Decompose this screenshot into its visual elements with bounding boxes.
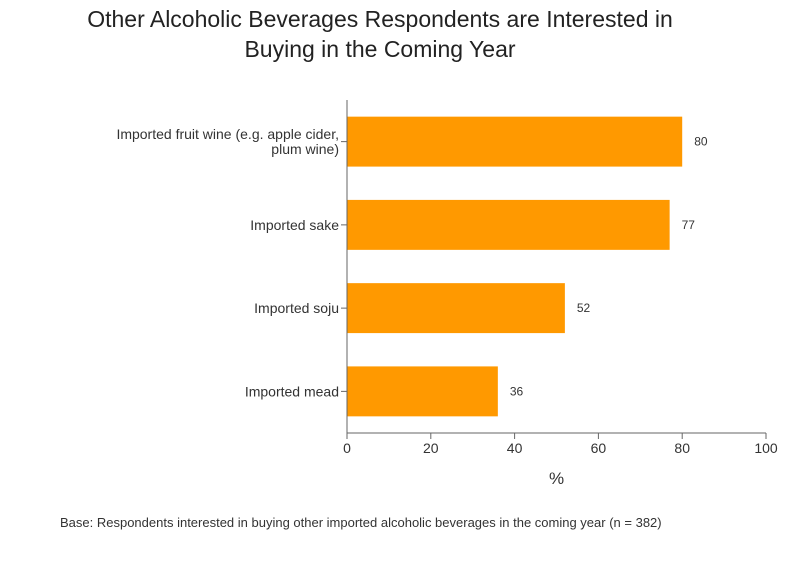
- data-label: 36: [510, 384, 524, 398]
- bar: [347, 116, 683, 167]
- x-tick-label: 100: [754, 440, 778, 456]
- category-label: Imported mead: [245, 383, 339, 399]
- category-label: Imported sake: [250, 217, 339, 233]
- x-tick-label: 60: [591, 440, 607, 456]
- bar: [347, 366, 498, 417]
- bar: [347, 199, 670, 250]
- chart-title-line-1: Other Alcoholic Beverages Respondents ar…: [87, 6, 673, 32]
- category-label: Imported soju: [254, 300, 339, 316]
- data-label: 52: [577, 301, 591, 315]
- category-label: Imported fruit wine (e.g. apple cider,: [116, 126, 339, 142]
- x-tick-label: 80: [674, 440, 690, 456]
- chart-title: Other Alcoholic Beverages Respondents ar…: [0, 4, 760, 64]
- x-tick-label: 40: [507, 440, 523, 456]
- category-label: plum wine): [271, 141, 339, 157]
- data-label: 80: [694, 135, 708, 149]
- bar: [347, 283, 565, 334]
- chart-title-line-2: Buying in the Coming Year: [244, 36, 516, 62]
- data-label: 77: [682, 218, 696, 232]
- x-tick-label: 20: [423, 440, 439, 456]
- x-axis-label: %: [549, 469, 564, 488]
- footnote: Base: Respondents interested in buying o…: [60, 515, 662, 530]
- x-tick-label: 0: [343, 440, 351, 456]
- bar-chart: 80 Imported fruit wine (e.g. apple cider,…: [116, 100, 778, 488]
